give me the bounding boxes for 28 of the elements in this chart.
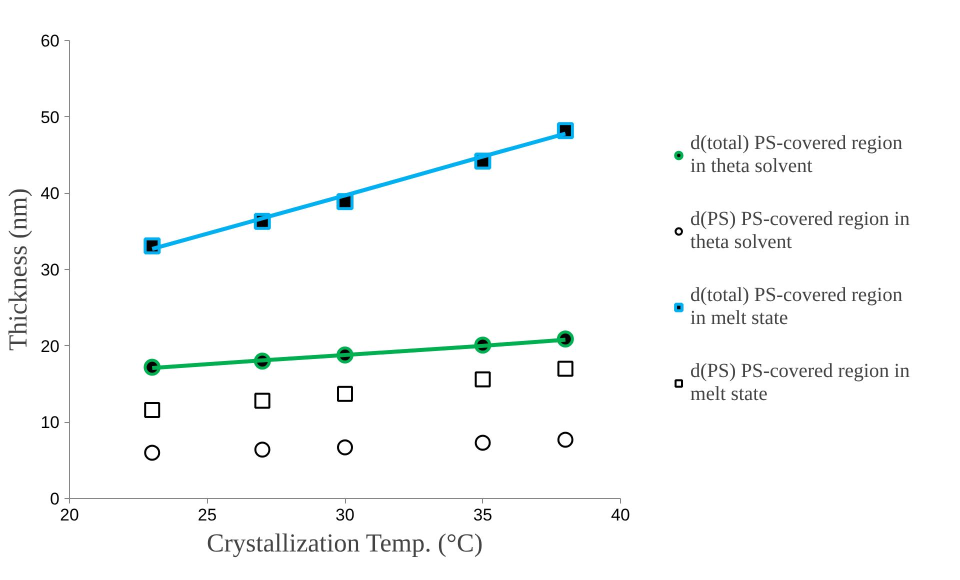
legend-label: d(PS) PS-covered region in theta solvent	[690, 208, 910, 254]
point	[254, 392, 270, 409]
x-tick-label: 25	[198, 506, 217, 524]
point	[144, 444, 160, 461]
x-tick-label: 20	[60, 506, 79, 524]
y-tick-label: 0	[50, 490, 60, 508]
y-tick-label: 60	[40, 32, 60, 50]
point	[254, 442, 270, 458]
point	[474, 371, 491, 388]
x-tick-label: 30	[336, 506, 354, 524]
legend-label: d(total) PS-covered region in theta solvent	[690, 132, 902, 178]
y-tick-label: 10	[40, 413, 60, 432]
y-tick-label: 20	[40, 336, 60, 356]
y-tick-label: 50	[40, 108, 60, 127]
y-tick-label: 30	[40, 260, 60, 280]
y-axis-title: Thickness (nm)	[4, 188, 33, 351]
point	[474, 434, 491, 451]
x-tick-label: 40	[611, 506, 630, 524]
legend-label: d(PS) PS-covered region in melt state	[690, 360, 910, 406]
point	[337, 386, 353, 402]
point	[557, 432, 574, 448]
point	[557, 360, 574, 377]
x-axis-title: Crystallization Temp. (°C)	[206, 528, 483, 558]
point	[337, 439, 353, 456]
point	[144, 402, 160, 418]
y-tick-label: 40	[40, 184, 60, 204]
legend-label: d(total) PS-covered region in melt state	[690, 284, 902, 330]
x-tick-label: 35	[473, 506, 492, 524]
